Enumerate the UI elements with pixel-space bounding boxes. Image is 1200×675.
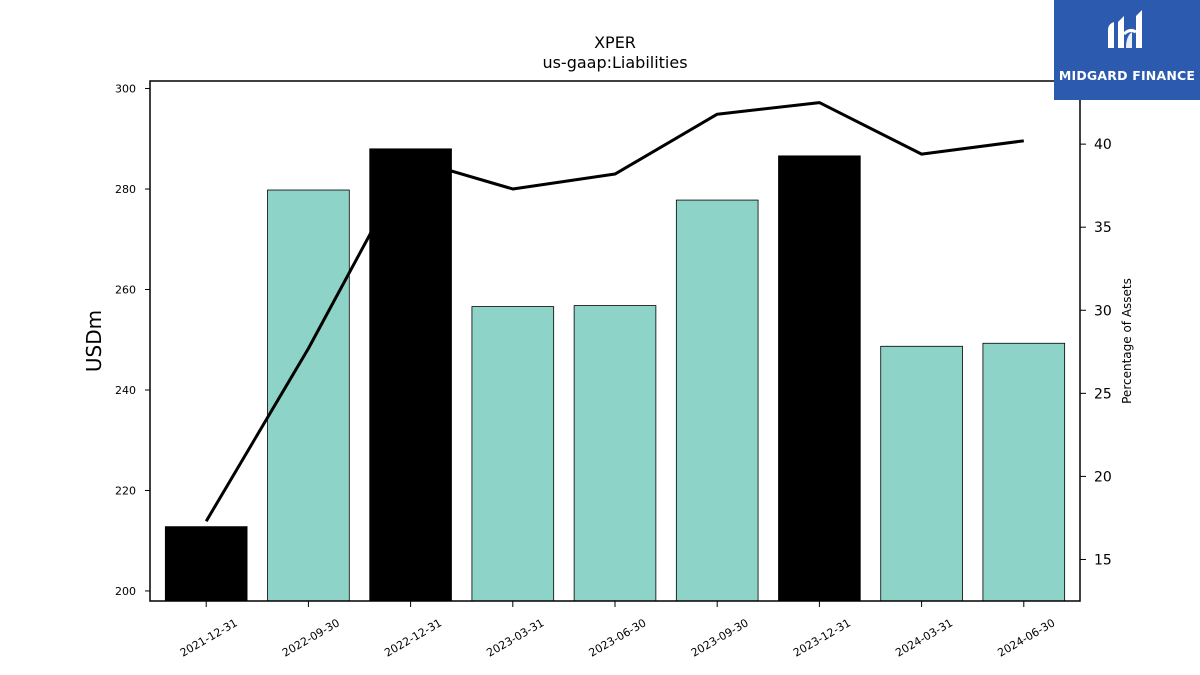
x-tick-label: 2024-06-30 [995, 616, 1057, 659]
x-tick-label: 2023-03-31 [484, 616, 546, 659]
x-tick-label: 2024-03-31 [893, 616, 955, 659]
bar [369, 148, 452, 602]
x-tick-label: 2023-06-30 [587, 616, 649, 659]
y-tick-label: 240 [115, 384, 136, 397]
y2-tick-label: 25 [1094, 386, 1112, 402]
bar [471, 306, 555, 602]
x-tick-label: 2023-12-31 [791, 616, 853, 659]
y-axis-label: USDm [82, 310, 106, 372]
chart-subtitle: us-gaap:Liabilities [542, 53, 687, 72]
y-tick-label: 200 [115, 585, 136, 598]
x-tick-label: 2023-09-30 [689, 616, 751, 659]
plot-area: 200 220 240 260 280 300 15 20 25 30 35 40 2021-12-31… [115, 80, 1112, 660]
x-tick-label: 2022-09-30 [280, 616, 342, 659]
logo-text: MIDGARD FINANCE [1058, 68, 1196, 83]
y2-tick-label: 30 [1094, 303, 1112, 319]
y2-tick-label: 40 [1094, 137, 1112, 153]
percentage-line [204, 101, 1024, 523]
y-tick-label: 260 [115, 284, 136, 297]
y-tick-label: 220 [115, 484, 136, 497]
chart-title: XPER [594, 33, 636, 52]
y2-tick-label: 20 [1094, 469, 1112, 485]
y-tick-label: 280 [115, 183, 136, 196]
logo-mark-icon [1108, 10, 1142, 48]
bar [880, 345, 963, 602]
midgard-finance-logo: MIDGARD FINANCE [1054, 0, 1200, 100]
x-tick-label: 2022-12-31 [382, 616, 444, 659]
y2-tick-label: 35 [1094, 220, 1112, 236]
x-tick-label: 2021-12-31 [178, 616, 240, 659]
y2-axis-label: Percentage of Assets [1120, 278, 1134, 404]
bar [573, 305, 657, 602]
bar [982, 342, 1066, 602]
bar [778, 155, 861, 602]
bar [675, 199, 759, 602]
bar [164, 526, 248, 602]
y2-tick-label: 15 [1094, 552, 1112, 568]
y-tick-label: 300 [115, 83, 136, 96]
